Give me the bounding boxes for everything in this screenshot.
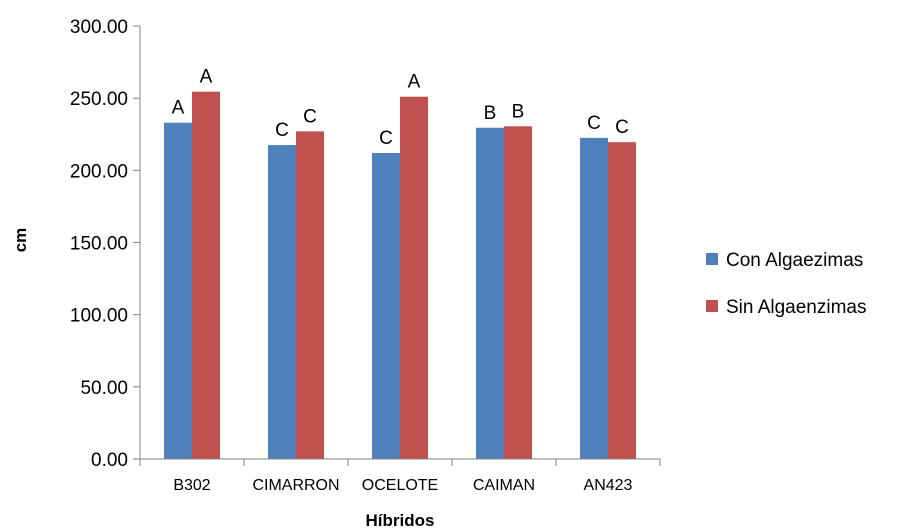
data-label: C: [303, 106, 317, 127]
bar-con-cimarron: [268, 145, 296, 459]
axes: [139, 26, 660, 460]
y-tick-label: 150.00: [70, 234, 128, 255]
bar-sin-an423: [608, 142, 636, 459]
y-axis-title: cm: [11, 228, 30, 253]
legend-label: Con Algaezimas: [726, 250, 863, 271]
data-label: B: [512, 101, 525, 122]
data-label: B: [484, 103, 497, 124]
legend: Con Algaezimas Sin Algaenzimas: [706, 250, 866, 318]
bars: [164, 91, 636, 460]
x-tick-label: AN423: [584, 477, 633, 494]
x-axis-ticks: B302 CIMARRON OCELOTE CAIMAN AN423: [139, 459, 661, 494]
data-label: A: [172, 98, 185, 119]
y-tick-label: 0.00: [91, 450, 128, 471]
y-tick-label: 300.00: [70, 17, 128, 38]
x-tick-label: OCELOTE: [362, 477, 438, 494]
bar-sin-ocelote: [400, 96, 428, 460]
x-axis-title: Híbridos: [366, 511, 435, 530]
bar-sin-b302: [192, 91, 220, 460]
bar-con-an423: [580, 137, 608, 459]
data-label: C: [615, 117, 629, 138]
bar-sin-cimarron: [296, 131, 324, 459]
y-tick-label: 250.00: [70, 89, 128, 110]
data-label: C: [587, 113, 601, 134]
data-label: A: [408, 72, 421, 93]
bar-con-caiman: [476, 127, 504, 459]
y-tick-label: 200.00: [70, 161, 128, 182]
bar-sin-caiman: [504, 126, 532, 459]
y-tick-label: 50.00: [80, 378, 128, 399]
bar-con-b302: [164, 122, 192, 459]
data-label: C: [275, 120, 289, 141]
bar-con-ocelote: [372, 153, 400, 459]
legend-swatch: [706, 300, 718, 312]
data-label: A: [200, 67, 213, 88]
data-label: C: [379, 128, 393, 149]
x-tick-label: CAIMAN: [473, 477, 535, 494]
y-tick-label: 100.00: [70, 306, 128, 327]
y-axis-ticks: 0.00 50.00 100.00 150.00 200.00 250.00 300.00: [70, 17, 140, 471]
x-tick-label: B302: [173, 477, 210, 494]
x-tick-label: CIMARRON: [252, 477, 339, 494]
legend-label: Sin Algaenzimas: [726, 297, 866, 318]
legend-swatch: [706, 253, 718, 265]
